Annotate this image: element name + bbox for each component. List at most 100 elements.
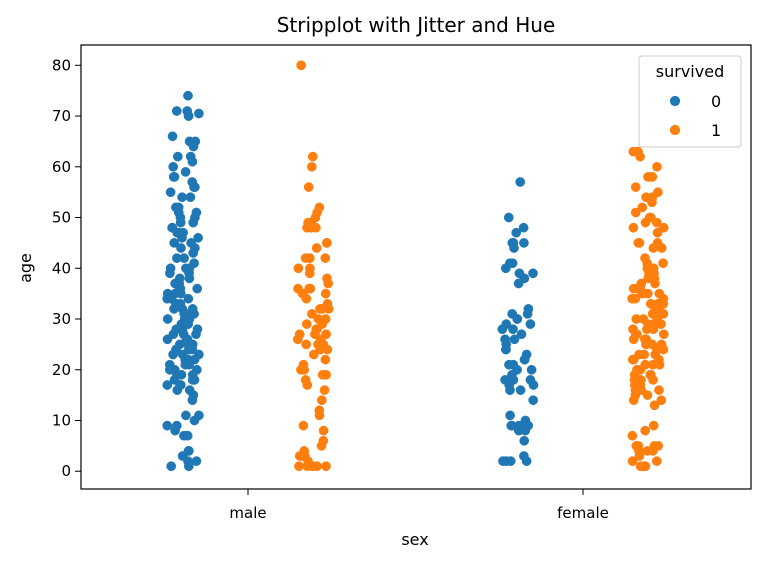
data-point-female-0 [507, 258, 518, 269]
data-point-male-1 [320, 253, 331, 263]
data-point-male-0 [182, 430, 193, 441]
y-tick-label: 0 [61, 462, 71, 480]
legend-marker-0 [669, 95, 681, 107]
data-point-male-0 [176, 243, 186, 253]
data-point-female-1 [647, 197, 657, 208]
data-point-female-0 [519, 435, 530, 446]
x-tick-label: male [229, 504, 266, 522]
y-tick-label: 20 [52, 361, 71, 379]
y-tick-label: 50 [52, 209, 71, 227]
data-point-female-1 [640, 461, 651, 472]
data-point-male-0 [193, 232, 203, 243]
data-point-female-1 [656, 319, 666, 329]
data-point-female-0 [521, 456, 532, 466]
data-point-male-0 [188, 248, 199, 258]
data-point-female-1 [635, 151, 645, 162]
data-point-male-0 [181, 410, 191, 421]
data-point-male-0 [168, 161, 179, 172]
data-point-male-1 [292, 334, 303, 345]
y-tick-label: 30 [52, 310, 71, 328]
data-point-male-1 [321, 238, 332, 248]
data-point-female-1 [658, 258, 668, 269]
data-point-male-0 [192, 283, 203, 294]
data-point-female-0 [519, 238, 529, 248]
data-point-female-0 [519, 354, 530, 365]
data-point-male-0 [172, 385, 183, 395]
data-point-female-0 [498, 456, 508, 466]
data-point-male-1 [322, 344, 333, 355]
data-point-male-1 [304, 283, 314, 294]
data-point-female-0 [516, 329, 527, 340]
data-point-male-1 [323, 278, 334, 289]
data-point-male-1 [301, 293, 312, 304]
data-point-female-1 [637, 202, 648, 213]
data-point-female-0 [528, 268, 538, 279]
data-point-male-1 [299, 364, 310, 375]
data-point-male-0 [168, 172, 179, 182]
data-point-male-1 [320, 288, 331, 299]
data-point-male-1 [318, 425, 329, 436]
data-point-female-0 [500, 263, 511, 274]
data-point-male-0 [187, 344, 198, 355]
data-point-female-1 [651, 217, 662, 228]
data-point-male-1 [316, 441, 327, 451]
data-point-male-0 [184, 359, 195, 370]
data-point-female-1 [649, 400, 660, 411]
data-point-female-1 [628, 222, 639, 233]
chart-title: Stripplot with Jitter and Hue [277, 13, 556, 37]
data-point-female-1 [628, 395, 639, 406]
data-point-male-1 [294, 461, 304, 472]
data-point-male-0 [167, 131, 178, 142]
data-point-male-1 [317, 369, 328, 380]
data-point-male-1 [302, 222, 312, 233]
data-point-male-0 [169, 304, 179, 314]
data-point-female-1 [630, 182, 641, 192]
data-point-male-0 [165, 187, 176, 198]
data-point-male-0 [188, 141, 199, 152]
data-point-male-0 [168, 349, 178, 360]
data-point-female-0 [518, 222, 529, 233]
data-point-male-0 [162, 380, 173, 390]
data-point-female-1 [648, 324, 659, 335]
data-point-female-0 [515, 177, 526, 187]
data-point-male-0 [180, 167, 191, 177]
legend-label-1: 1 [711, 121, 721, 140]
data-point-male-1 [303, 182, 314, 192]
data-point-female-1 [648, 375, 658, 385]
data-point-male-0 [177, 192, 187, 203]
data-point-male-1 [316, 395, 327, 406]
data-point-male-1 [312, 461, 322, 472]
data-point-male-0 [175, 217, 186, 228]
data-point-male-0 [179, 253, 189, 263]
data-point-female-1 [656, 395, 667, 406]
data-point-female-0 [501, 344, 511, 355]
data-point-male-0 [188, 217, 199, 228]
x-tick-label: female [557, 504, 609, 522]
data-point-female-1 [652, 161, 662, 172]
legend-title: survived [656, 62, 724, 81]
data-point-male-1 [306, 161, 317, 172]
data-point-male-1 [317, 304, 327, 314]
data-point-male-1 [302, 461, 313, 472]
data-point-female-0 [509, 243, 519, 253]
data-point-female-1 [637, 288, 648, 299]
data-point-male-1 [301, 319, 312, 329]
legend-label-0: 0 [711, 92, 721, 111]
data-point-male-1 [301, 339, 312, 350]
data-point-male-1 [319, 385, 330, 395]
data-point-female-1 [658, 329, 669, 340]
data-point-female-1 [654, 385, 664, 395]
y-axis: 0 10 20 30 40 50 60 70 80 [52, 56, 81, 480]
data-point-male-1 [314, 410, 325, 421]
data-point-female-1 [633, 238, 644, 248]
data-point-female-0 [504, 359, 514, 370]
data-point-female-1 [640, 425, 651, 436]
data-point-male-0 [189, 182, 199, 192]
data-point-male-1 [293, 263, 304, 274]
data-point-female-1 [630, 207, 641, 218]
legend-marker-1 [669, 124, 681, 136]
data-point-male-1 [304, 268, 315, 279]
data-point-female-1 [652, 227, 663, 238]
data-point-male-1 [308, 349, 319, 360]
data-point-male-0 [171, 106, 182, 116]
